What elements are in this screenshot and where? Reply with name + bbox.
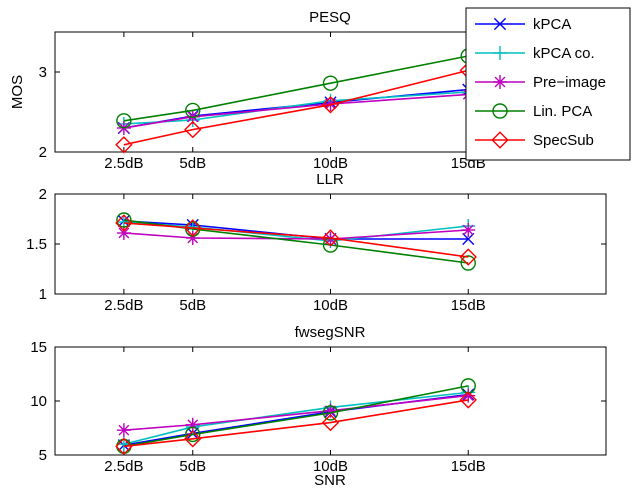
x-tick-label: 5dB — [179, 458, 206, 475]
x-tick-label: 2.5dB — [104, 297, 143, 314]
chart-title: PESQ — [309, 9, 351, 26]
series-line — [123, 93, 469, 129]
y-tick-label: 1 — [39, 286, 47, 303]
legend-marker — [493, 46, 507, 60]
data-point — [459, 391, 477, 409]
data-point — [322, 405, 339, 421]
y-axis-ticks: 11.52 — [26, 186, 606, 303]
data-point — [115, 214, 133, 232]
x-axis-ticks: 2.5dB 5dB 10dB 15dB — [104, 347, 486, 475]
data-point — [184, 219, 202, 237]
legend-label: kPCA co. — [533, 45, 595, 62]
legend-label: Lin. PCA — [533, 103, 592, 120]
data-point — [115, 437, 133, 456]
y-tick-label: 2 — [39, 186, 47, 203]
x-axis-ticks: 2.5dB 5dB 10dB 15dB — [104, 32, 486, 172]
data-point — [184, 120, 202, 139]
panel-fwsegsnr: fwsegSNR 5 10 15 2.5dB 5dB 10dB 15dB SNR — [30, 324, 607, 489]
chart-title: LLR — [316, 171, 344, 188]
data-point — [322, 75, 339, 91]
legend-marker — [491, 131, 509, 149]
legend-label: kPCA — [533, 16, 571, 33]
legend-item: kPCA co. — [475, 45, 595, 62]
series-line — [123, 55, 469, 122]
data-point — [321, 96, 340, 114]
x-axis-label: SNR — [314, 472, 346, 489]
series-line — [123, 385, 469, 448]
data-point — [462, 232, 475, 246]
data-point — [115, 136, 133, 154]
data-point — [116, 113, 132, 129]
y-tick-label: 10 — [30, 393, 47, 410]
x-tick-label: 15dB — [451, 458, 486, 475]
series-line — [123, 222, 469, 258]
legend-box — [465, 7, 631, 161]
series-line — [123, 229, 469, 240]
legend-item: kPCA — [475, 16, 571, 33]
data-point — [185, 426, 201, 443]
series-specsub — [115, 61, 477, 154]
data-point — [116, 212, 132, 228]
y-axis-ticks: 5 10 15 — [30, 339, 606, 464]
series-line — [123, 220, 469, 240]
legend-item: Pre−image — [475, 74, 606, 91]
x-tick-label: 10dB — [313, 155, 348, 172]
series-line — [123, 394, 469, 431]
legend-marker — [493, 17, 507, 31]
y-axis-label: MOS — [9, 75, 26, 109]
panel-llr: LLR 11.52 2.5dB 5dB 10dB 15dB — [26, 171, 607, 314]
legend-label: Pre−image — [533, 74, 606, 91]
legend-label: SpecSub — [533, 132, 594, 149]
x-tick-label: 2.5dB — [104, 155, 143, 172]
y-tick-label: 3 — [39, 64, 47, 81]
legend-item: Lin. PCA — [475, 103, 592, 120]
legend: kPCA kPCA co. Pre−image Lin. PCA SpecSub — [465, 7, 631, 161]
legend-marker — [492, 103, 508, 119]
data-point — [116, 226, 131, 240]
series-specsub — [115, 214, 477, 266]
data-point — [116, 423, 131, 438]
series-layer — [115, 378, 477, 456]
y-tick-label: 5 — [39, 447, 47, 464]
data-point — [185, 102, 201, 119]
data-point — [321, 413, 340, 432]
x-tick-label: 10dB — [313, 458, 348, 475]
chart-title: fwsegSNR — [295, 324, 366, 341]
series-line — [123, 219, 469, 264]
y-tick-label: 15 — [30, 339, 47, 356]
data-point — [321, 229, 340, 247]
x-tick-label: 2.5dB — [104, 458, 143, 475]
data-point — [184, 430, 202, 448]
series-line — [123, 399, 469, 448]
series-specsub — [115, 391, 477, 456]
y-tick-label: 1.5 — [26, 236, 47, 253]
y-tick-label: 2 — [39, 144, 47, 161]
series-line — [123, 69, 469, 146]
x-axis-ticks: 2.5dB 5dB 10dB 15dB — [104, 194, 486, 314]
legend-marker — [493, 75, 507, 89]
x-tick-label: 10dB — [313, 297, 348, 314]
data-point — [460, 255, 476, 271]
series-layer — [115, 212, 477, 271]
legend-item: SpecSub — [475, 131, 594, 149]
x-tick-label: 15dB — [451, 297, 486, 314]
data-point — [461, 223, 476, 237]
x-tick-label: 5dB — [179, 297, 206, 314]
data-point — [459, 248, 477, 266]
x-tick-label: 5dB — [179, 155, 206, 172]
